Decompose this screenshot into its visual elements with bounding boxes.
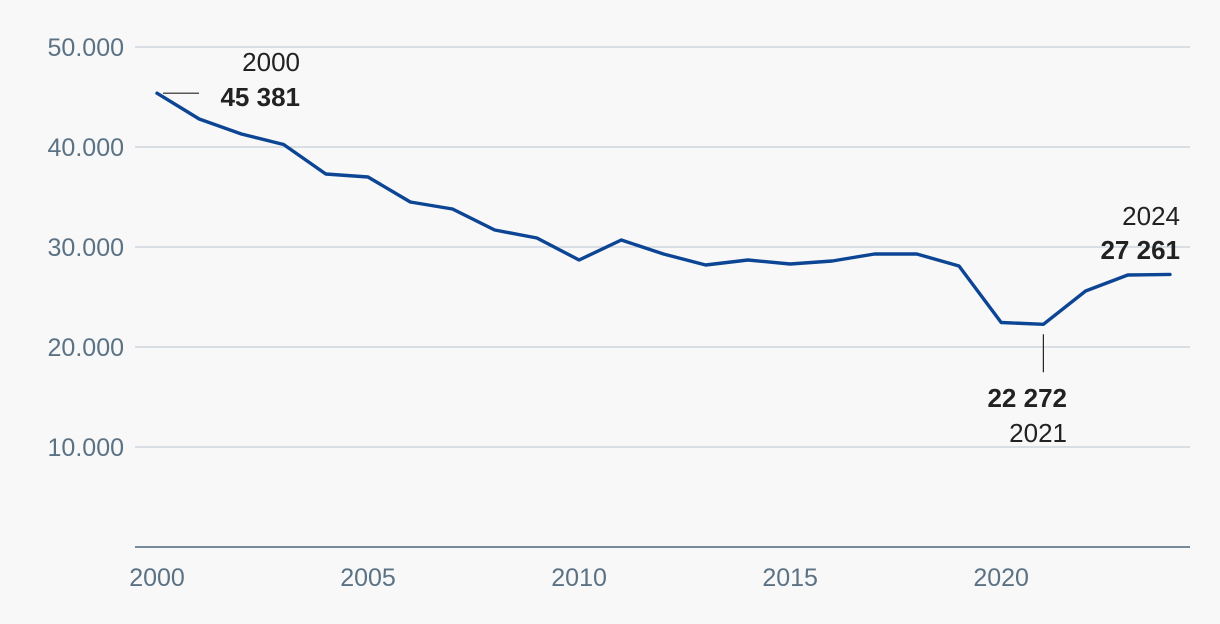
x-axis-ticks: 2000 2005 2010 2015 2020 bbox=[129, 564, 1029, 592]
x-tick-label-2005: 2005 bbox=[340, 564, 396, 592]
series-line bbox=[155, 91, 1172, 326]
gridlines bbox=[135, 46, 1190, 448]
y-tick-label-10000: 10.000 bbox=[48, 434, 124, 462]
annotation-value-2021: 22 272 bbox=[987, 383, 1067, 413]
y-tick-label-40000: 40.000 bbox=[48, 134, 124, 162]
annotation-year-2024: 2024 bbox=[1122, 201, 1180, 231]
y-tick-label-20000: 20.000 bbox=[48, 334, 124, 362]
annotation-year-2021: 2021 bbox=[1009, 418, 1067, 448]
x-tick-label-2015: 2015 bbox=[762, 564, 818, 592]
y-tick-label-50000: 50.000 bbox=[48, 34, 124, 62]
annotation-year-2000: 2000 bbox=[242, 47, 300, 77]
x-tick-label-2020: 2020 bbox=[973, 564, 1029, 592]
y-tick-label-30000: 30.000 bbox=[48, 234, 124, 262]
annotation-value-2000: 45 381 bbox=[220, 82, 300, 112]
x-tick-label-2010: 2010 bbox=[551, 564, 607, 592]
y-axis-ticks: 10.000 20.000 30.000 40.000 50.000 bbox=[48, 34, 124, 462]
annotation-value-2024: 27 261 bbox=[1100, 235, 1180, 265]
x-tick-label-2000: 2000 bbox=[129, 564, 185, 592]
annotations: 2000 45 381 22 272 2021 2024 27 261 bbox=[163, 47, 1180, 448]
